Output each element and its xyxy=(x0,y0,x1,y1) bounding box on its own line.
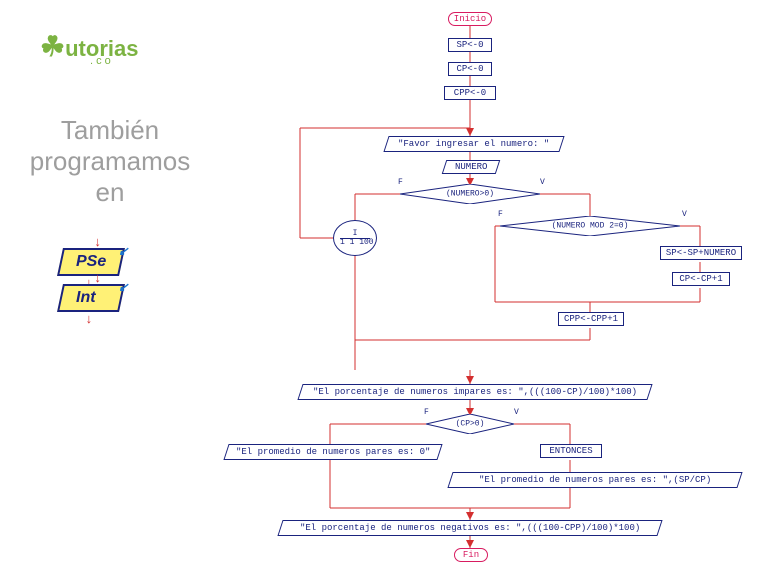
label-f1: F xyxy=(398,178,403,187)
label-v1: V xyxy=(540,178,545,187)
terminator-start: Inicio xyxy=(448,12,492,26)
io-out-pares: "El promedio de numeros pares es: ",(SP/… xyxy=(447,472,742,488)
loop-control: I1 1 100 xyxy=(333,220,377,256)
label-f3: F xyxy=(424,408,429,417)
process-cpp0: CPP<-0 xyxy=(444,86,496,100)
label-v3: V xyxy=(514,408,519,417)
badge-int: ↙Int xyxy=(57,284,125,312)
process-cpp-inc: CPP<-CPP+1 xyxy=(558,312,624,326)
io-read: NUMERO xyxy=(442,160,501,174)
label-v2: V xyxy=(682,210,687,219)
decision-numero-gt0: (NUMERO>0) xyxy=(400,184,540,204)
badge-pse: ↙PSe xyxy=(57,248,125,276)
label-f2: F xyxy=(498,210,503,219)
io-out-negativos: "El porcentaje de numeros negativos es: … xyxy=(277,520,662,536)
process-entonces: ENTONCES xyxy=(540,444,602,458)
decision-cp-gt0: (CP>0) xyxy=(426,414,514,434)
process-sp0: SP<-0 xyxy=(448,38,492,52)
process-sp-add: SP<-SP+NUMERO xyxy=(660,246,742,260)
io-out-pares0: "El promedio de numeros pares es: 0" xyxy=(223,444,442,460)
process-cp-inc: CP<-CP+1 xyxy=(672,272,730,286)
terminator-end: Fin xyxy=(454,548,488,562)
io-prompt: "Favor ingresar el numero: " xyxy=(383,136,564,152)
logo-sub: . c o xyxy=(90,55,111,67)
tagline: También programamos en xyxy=(25,115,195,209)
process-cp0: CP<-0 xyxy=(448,62,492,76)
badge-group: ↙PSe ↙Int xyxy=(60,240,122,320)
io-out-impares: "El porcentaje de numeros impares es: ",… xyxy=(297,384,652,400)
decision-mod2: (NUMERO MOD 2=0) xyxy=(500,216,680,236)
